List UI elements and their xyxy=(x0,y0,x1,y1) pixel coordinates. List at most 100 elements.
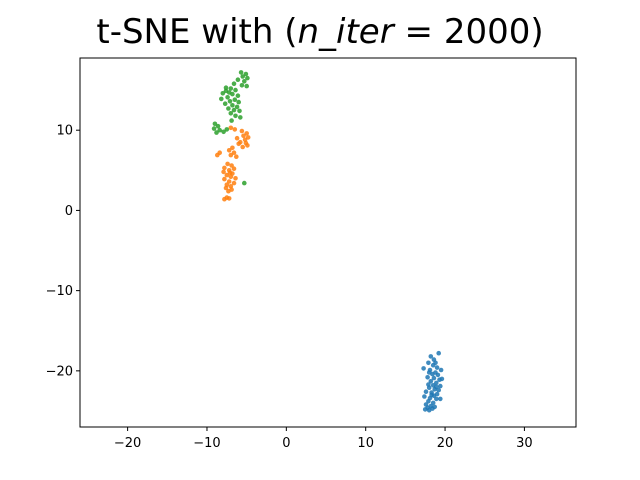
point-s1-11 xyxy=(226,148,232,153)
point-s2-9 xyxy=(223,85,229,90)
point-s2-38 xyxy=(229,118,234,123)
point-s2-19 xyxy=(227,99,233,104)
point-s0-12 xyxy=(425,375,430,380)
x-tick-label: 30 xyxy=(516,436,533,451)
point-s1-41 xyxy=(227,170,233,175)
point-s2-39 xyxy=(223,88,229,94)
point-s2-8 xyxy=(244,83,249,89)
point-s1-37 xyxy=(222,196,227,202)
point-s2-27 xyxy=(228,111,234,116)
point-s1-20 xyxy=(231,166,237,171)
point-s0-11 xyxy=(435,372,441,378)
point-s2-10 xyxy=(228,86,234,91)
point-s0-16 xyxy=(434,380,439,386)
point-s2-25 xyxy=(231,107,237,113)
point-s1-25 xyxy=(228,174,234,179)
point-s1-1 xyxy=(232,127,238,132)
point-s1-9 xyxy=(240,144,245,150)
point-s0-41 xyxy=(429,392,434,398)
point-s1-3 xyxy=(244,131,249,136)
title-param: n_iter xyxy=(297,12,394,52)
point-s1-22 xyxy=(221,169,226,175)
point-s2-30 xyxy=(212,121,218,127)
point-s2-6 xyxy=(231,81,237,86)
point-s0-31 xyxy=(426,399,431,404)
point-s1-0 xyxy=(228,125,234,131)
point-s0-37 xyxy=(426,407,432,413)
point-s2-29 xyxy=(238,115,243,120)
point-s0-13 xyxy=(431,375,437,381)
point-s0-19 xyxy=(438,383,443,389)
point-s1-19 xyxy=(222,165,227,171)
point-s1-2 xyxy=(239,128,245,134)
point-s1-39 xyxy=(234,135,240,141)
point-s1-27 xyxy=(222,176,227,182)
x-tick-label: 10 xyxy=(357,436,374,451)
x-tick-label: −20 xyxy=(114,436,141,451)
title-value: 2000 xyxy=(443,12,531,52)
point-s2-20 xyxy=(236,99,241,105)
point-s1-16 xyxy=(234,154,239,159)
point-s2-0 xyxy=(238,70,244,75)
point-s2-3 xyxy=(245,75,250,81)
points-layer xyxy=(211,70,445,413)
point-s0-3 xyxy=(426,360,431,366)
x-tick-label: −10 xyxy=(193,436,220,451)
chart-title: t-SNE with (n_iter = 2000) xyxy=(0,12,640,52)
point-s0-29 xyxy=(434,396,439,402)
point-s1-18 xyxy=(229,163,234,168)
title-suffix: ) xyxy=(530,12,544,52)
point-s2-32 xyxy=(211,126,217,131)
point-s0-2 xyxy=(436,350,442,356)
point-s1-24 xyxy=(224,172,230,178)
y-tick-label: 0 xyxy=(65,204,73,219)
x-tick-label: 20 xyxy=(437,436,454,451)
point-s2-24 xyxy=(226,106,231,111)
point-s2-34 xyxy=(221,129,226,135)
point-s0-15 xyxy=(428,379,434,384)
point-s2-33 xyxy=(217,127,222,133)
point-s0-23 xyxy=(423,389,429,395)
point-s0-6 xyxy=(421,366,426,371)
point-s1-7 xyxy=(236,141,241,147)
point-s0-39 xyxy=(422,407,428,412)
point-s0-42 xyxy=(439,376,445,382)
point-s1-12 xyxy=(231,150,237,155)
point-s2-21 xyxy=(222,101,228,106)
point-s2-28 xyxy=(233,113,238,119)
point-s1-38 xyxy=(241,133,246,139)
point-s2-7 xyxy=(239,83,245,88)
point-s2-35 xyxy=(214,130,219,135)
point-s2-5 xyxy=(242,79,247,84)
point-s0-5 xyxy=(434,365,440,370)
point-s1-15 xyxy=(228,152,234,158)
point-s2-14 xyxy=(230,91,235,97)
y-tick-label: 10 xyxy=(56,124,73,139)
point-s1-4 xyxy=(245,135,251,140)
point-s0-20 xyxy=(426,385,432,391)
point-s1-40 xyxy=(243,140,249,146)
point-s2-22 xyxy=(230,103,235,108)
point-s1-10 xyxy=(230,145,235,151)
point-s2-1 xyxy=(243,71,249,77)
point-s1-29 xyxy=(231,180,237,186)
point-s1-32 xyxy=(223,185,229,191)
point-s0-30 xyxy=(438,396,443,402)
point-s0-22 xyxy=(436,387,442,393)
point-s2-4 xyxy=(235,77,241,82)
point-s2-2 xyxy=(240,74,245,79)
point-s0-38 xyxy=(432,404,438,410)
point-s1-28 xyxy=(226,179,232,184)
point-s2-18 xyxy=(232,97,238,102)
point-s2-17 xyxy=(219,96,224,102)
point-s1-36 xyxy=(226,196,232,201)
point-s2-13 xyxy=(220,91,226,96)
point-s2-31 xyxy=(215,123,221,129)
point-s1-34 xyxy=(226,188,231,194)
y-tick-label: −20 xyxy=(46,364,73,379)
point-s2-16 xyxy=(225,95,230,100)
point-s2-23 xyxy=(234,104,240,110)
y-tick-label: −10 xyxy=(46,284,73,299)
point-s2-11 xyxy=(233,87,238,93)
